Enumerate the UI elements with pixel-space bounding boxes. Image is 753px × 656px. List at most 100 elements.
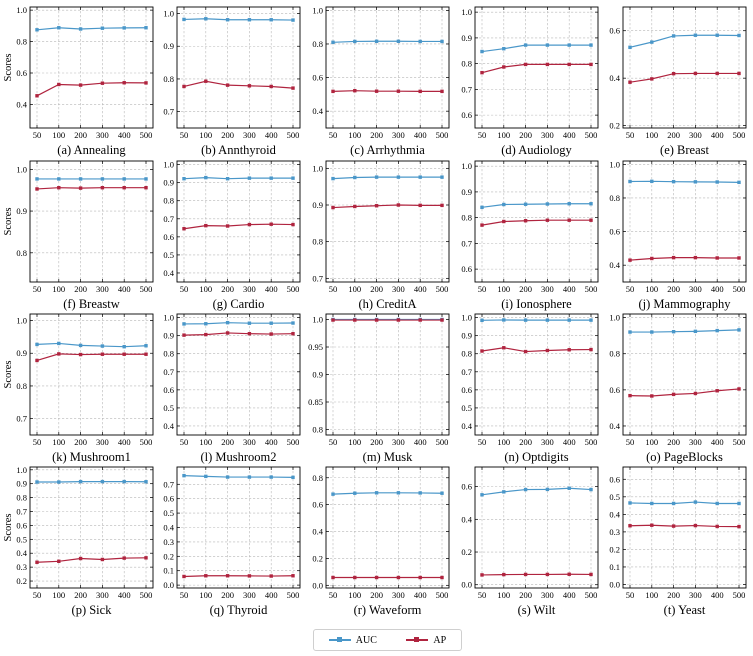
series-point-ap: [78, 556, 83, 561]
series-point-ap: [396, 318, 401, 322]
y-tick-label: 0.85: [308, 397, 323, 407]
series-line-ap: [481, 219, 591, 226]
series-point-auc: [545, 487, 550, 492]
series-point-ap: [353, 575, 357, 580]
x-tick-label: 50: [329, 437, 338, 447]
series-point-auc: [122, 345, 126, 349]
series-line-ap: [629, 257, 739, 261]
series-line-ap: [36, 557, 147, 563]
x-tick-label: 400: [265, 130, 278, 140]
series-point-ap: [374, 89, 379, 93]
series-point-auc: [502, 318, 506, 322]
series-point-ap: [545, 62, 550, 67]
series-point-ap: [502, 65, 506, 69]
y-tick-label: 0.4: [163, 421, 174, 431]
series-line-auc: [629, 180, 740, 183]
series-point-auc: [269, 321, 273, 325]
series-point-auc: [374, 491, 379, 495]
series-point-ap: [502, 572, 506, 577]
x-tick-label: 200: [74, 590, 87, 600]
series-point-auc: [715, 180, 719, 184]
series-line-auc: [332, 176, 442, 180]
y-tick-label: 0.4: [609, 260, 620, 270]
series-point-ap: [144, 352, 148, 356]
x-tick-label: 200: [74, 284, 87, 294]
series-point-ap: [502, 219, 506, 224]
y-tick-label: 1.0: [609, 313, 620, 323]
series-point-ap: [78, 83, 83, 87]
series-point-ap: [440, 318, 444, 322]
y-tick-label: 0.9: [461, 331, 472, 341]
series-point-auc: [650, 501, 654, 506]
x-tick-label: 400: [563, 130, 576, 140]
series-point-auc: [353, 491, 357, 495]
y-tick-label: 0.9: [312, 200, 323, 210]
series-point-ap: [144, 81, 148, 85]
series-point-auc: [225, 475, 230, 479]
series-point-auc: [291, 475, 295, 480]
series-point-auc: [57, 26, 61, 30]
y-tick-label: 0.7: [163, 214, 174, 224]
series-point-auc: [225, 320, 230, 325]
x-tick-label: 50: [33, 284, 42, 294]
series-point-auc: [269, 18, 273, 22]
x-tick-label: 300: [392, 590, 405, 600]
x-tick-label: 200: [667, 284, 680, 294]
y-tick-label: 0.2: [609, 544, 620, 554]
x-tick-label: 200: [370, 284, 383, 294]
panel-mushroom1: 50 100 200 300 400 500 0.7 0.8 0.9 1.0 (k) Mushroo…: [3, 313, 154, 464]
series-point-auc: [440, 491, 444, 495]
y-tick-label: 0.6: [461, 110, 472, 120]
series-point-ap: [269, 222, 273, 226]
y-axis-label: Scores: [3, 361, 14, 389]
series-line-ap: [481, 573, 592, 576]
series-point-ap: [737, 71, 741, 76]
series-point-ap: [715, 524, 719, 529]
x-tick-label: 300: [96, 130, 109, 140]
panel-sick: 50 100 200 300 400 500 0.2 0.3 0.4 0.5 0.6 0.7 0.8 0.…: [3, 465, 154, 617]
y-tick-label: 0.4: [609, 421, 620, 431]
y-tick-label: 0.4: [312, 106, 323, 116]
series-line-auc: [332, 40, 442, 43]
series-point-auc: [589, 318, 593, 322]
y-tick-label: 0.3: [163, 537, 174, 547]
series-point-ap: [628, 393, 632, 398]
series-point-auc: [418, 39, 422, 44]
series-line-auc: [183, 475, 294, 478]
series-point-ap: [331, 575, 335, 580]
y-tick-label: 0.9: [461, 187, 472, 197]
series-point-ap: [374, 204, 379, 208]
series-point-auc: [523, 202, 528, 206]
x-tick-label: 50: [478, 437, 487, 447]
x-tick-label: 50: [329, 590, 338, 600]
y-tick-label: 0.6: [163, 385, 174, 395]
panel-frame: [29, 6, 154, 129]
x-tick-label: 50: [180, 130, 189, 140]
series-point-auc: [35, 342, 39, 347]
panel-optdigits: 50 100 200 300 400 500 0.4 0.5 0.6 0.7 0.8 0.9 1.0 (n…: [461, 313, 599, 464]
x-tick-label: 200: [519, 284, 532, 294]
y-tick-label: 0.8: [312, 237, 323, 247]
panel-wilt: 50 100 200 300 400 500 0.0 0.2 0.4 0.6 (s) Wilt: [461, 466, 599, 617]
y-tick-label: 0.5: [163, 508, 174, 518]
series-point-auc: [100, 177, 105, 181]
series-point-ap: [737, 524, 741, 529]
x-tick-label: 300: [392, 284, 405, 294]
y-tick-label: 0.4: [163, 523, 174, 533]
x-tick-label: 500: [140, 437, 153, 447]
series-point-auc: [122, 26, 126, 30]
series-point-auc: [100, 26, 105, 30]
y-tick-label: 0.95: [308, 342, 323, 352]
x-tick-label: 300: [243, 590, 256, 600]
x-tick-label: 50: [33, 437, 42, 447]
y-tick-label: 0.3: [16, 562, 27, 572]
y-axis-label: Scores: [3, 514, 14, 542]
y-tick-label: 0.8: [461, 59, 472, 69]
series-point-ap: [650, 256, 654, 261]
series-point-ap: [567, 62, 571, 67]
x-tick-label: 200: [519, 437, 532, 447]
x-tick-label: 500: [287, 130, 300, 140]
panel-frame: [29, 313, 154, 436]
y-tick-label: 0.0: [163, 580, 174, 590]
